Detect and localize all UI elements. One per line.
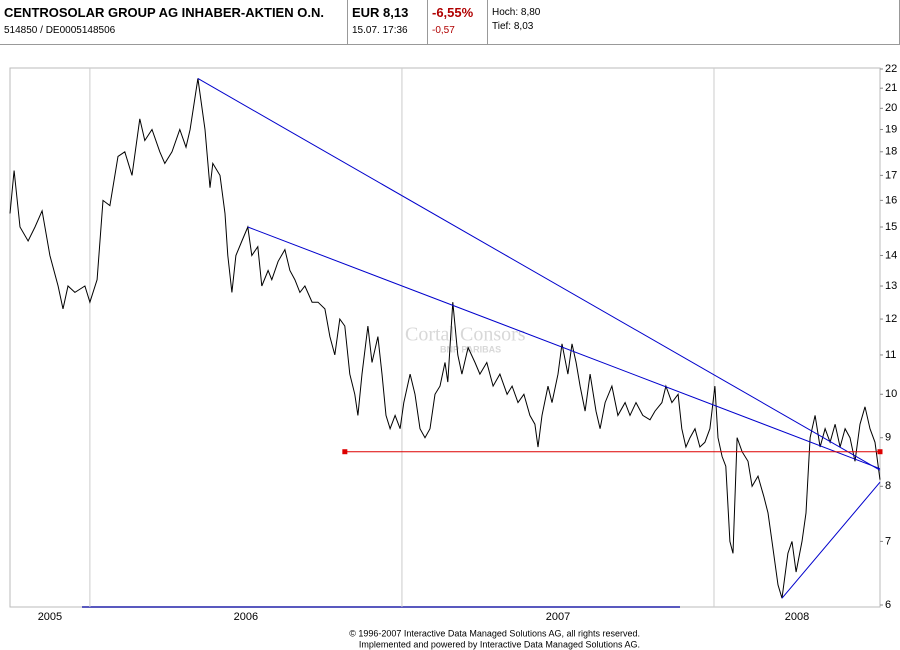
range-cell: Hoch: 8,80 Tief: 8,03	[488, 0, 899, 44]
y-tick-label: 10	[885, 388, 897, 400]
quote-header: CENTROSOLAR GROUP AG INHABER-AKTIEN O.N.…	[0, 0, 900, 45]
trend-line	[197, 78, 881, 471]
y-tick-label: 12	[885, 313, 897, 325]
watermark: Cortal Consors	[405, 324, 526, 346]
y-tick-label: 8	[885, 480, 891, 492]
footer-2: Implemented and powered by Interactive D…	[359, 639, 640, 649]
y-tick-label: 6	[885, 599, 891, 611]
x-tick-label: 2006	[234, 611, 258, 623]
trend-handle	[877, 449, 883, 455]
high: Hoch: 8,80	[492, 7, 541, 18]
name-cell: CENTROSOLAR GROUP AG INHABER-AKTIEN O.N.…	[0, 0, 348, 44]
y-tick-label: 16	[885, 194, 897, 206]
price-line	[9, 78, 881, 599]
y-tick-label: 22	[885, 63, 897, 75]
y-tick-label: 7	[885, 535, 891, 547]
y-tick-label: 21	[885, 82, 897, 94]
security-name: CENTROSOLAR GROUP AG INHABER-AKTIEN O.N.	[4, 5, 324, 20]
low: Tief: 8,03	[492, 21, 534, 32]
y-tick-label: 19	[885, 123, 897, 135]
price: EUR 8,13	[352, 5, 409, 20]
y-tick-label: 17	[885, 169, 897, 181]
y-tick-label: 13	[885, 280, 897, 292]
y-tick-label: 9	[885, 432, 891, 444]
y-tick-label: 14	[885, 249, 897, 261]
x-tick-label: 2005	[38, 611, 62, 623]
trend-handle	[342, 449, 348, 455]
watermark-sub: BNP PARIBAS	[440, 344, 501, 354]
trend-line	[781, 481, 881, 599]
change-pct: -6,55%	[432, 5, 474, 20]
footer-1: © 1996-2007 Interactive Data Managed Sol…	[349, 628, 640, 638]
x-tick-label: 2007	[546, 611, 570, 623]
y-tick-label: 15	[885, 221, 897, 233]
change-abs: -0,57	[432, 25, 455, 36]
time: 15.07. 17:36	[352, 25, 408, 36]
y-tick-label: 20	[885, 102, 897, 114]
change-cell: -6,55% -0,57	[428, 0, 488, 44]
y-tick-label: 18	[885, 146, 897, 158]
security-ids: 514850 / DE0005148506	[4, 25, 116, 36]
y-tick-label: 11	[885, 349, 896, 361]
trend-line	[247, 226, 881, 470]
x-tick-label: 2008	[785, 611, 809, 623]
price-cell: EUR 8,13 15.07. 17:36	[348, 0, 428, 44]
